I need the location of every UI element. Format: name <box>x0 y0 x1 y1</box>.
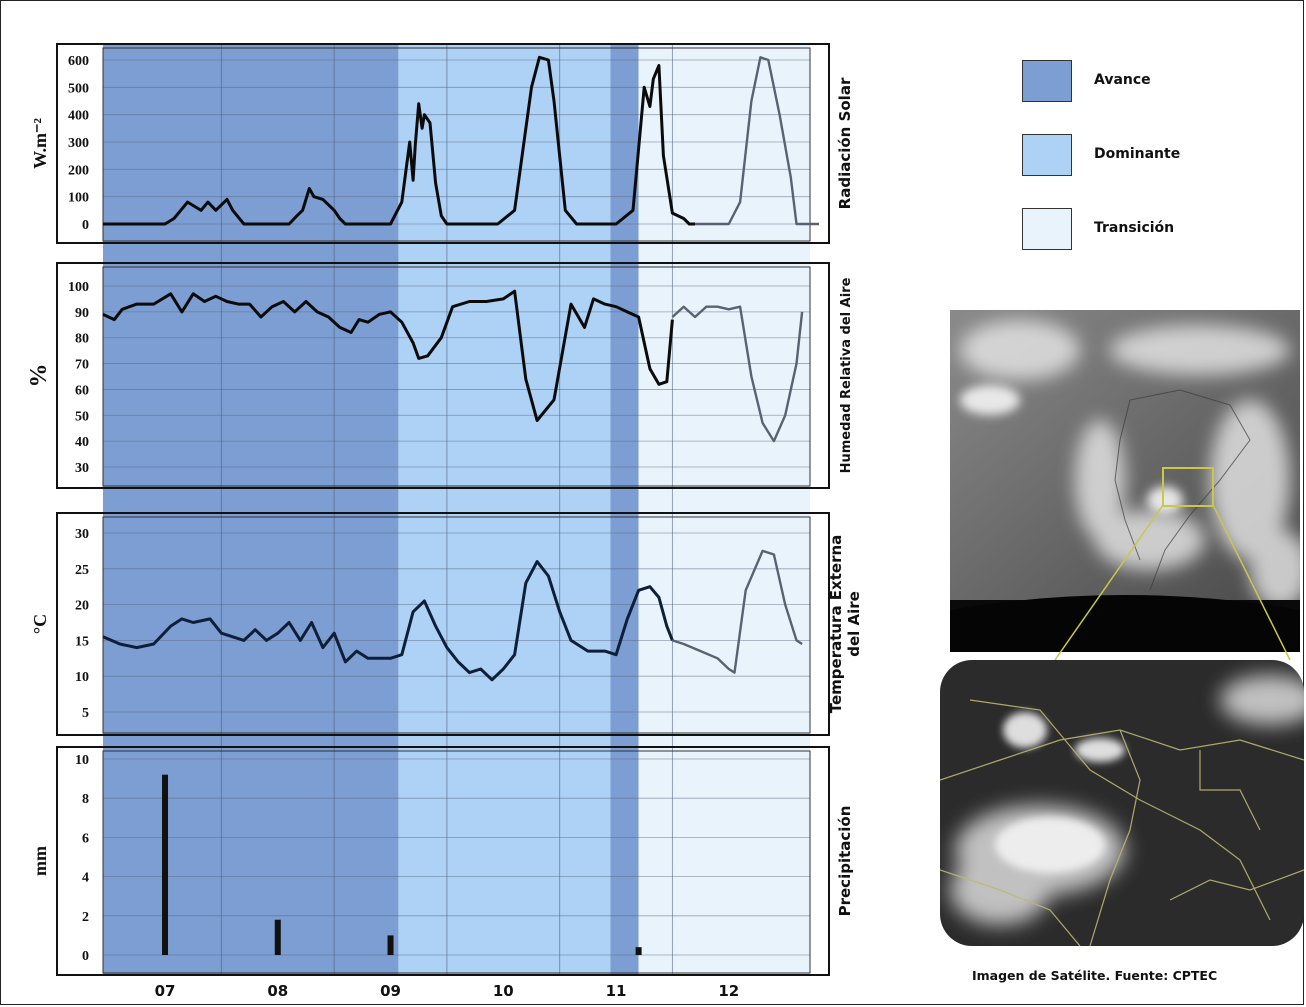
ytick-label-3-2: 4 <box>82 871 89 886</box>
ytick-label-0-4: 400 <box>68 109 89 124</box>
side-label-1-0: Humedad Relativa del Aire <box>839 277 854 473</box>
ytick-label-1-1: 40 <box>75 435 89 450</box>
ytick-label-0-3: 300 <box>68 136 89 151</box>
side-label-3-0: Precipitación <box>836 806 854 917</box>
xtick-label-3: 10 <box>493 982 514 1000</box>
panel-frame-0 <box>56 43 830 244</box>
satellite-caption: Imagen de Satélite. Fuente: CPTEC <box>972 968 1218 983</box>
legend-item-dominante: Dominante <box>1022 134 1282 182</box>
legend-item-transicion: Transición <box>1022 208 1282 256</box>
ytick-label-1-7: 100 <box>68 280 89 295</box>
panel-frame-3 <box>56 746 830 976</box>
legend-item-avance: Avance <box>1022 60 1282 108</box>
ytick-label-2-1: 10 <box>75 670 89 685</box>
ytick-label-2-5: 30 <box>75 527 89 542</box>
precip-bar-2 <box>387 935 394 955</box>
ytick-label-3-3: 6 <box>82 831 89 846</box>
precip-bar-1 <box>274 919 281 955</box>
panel-frame-1 <box>56 262 830 489</box>
ytick-label-0-6: 600 <box>68 54 89 69</box>
series-line-2-0 <box>102 560 674 682</box>
side-label-0-0: Radiación Solar <box>836 77 854 209</box>
ytick-label-2-4: 25 <box>75 563 89 578</box>
legend-label-transicion: Transición <box>1094 220 1175 236</box>
ytick-label-2-3: 20 <box>75 599 89 614</box>
phase-avance-1 <box>103 44 399 975</box>
ytick-label-3-5: 10 <box>75 753 89 768</box>
ytick-label-0-0: 0 <box>82 218 89 233</box>
ytick-label-1-5: 80 <box>75 332 89 347</box>
ytick-label-1-3: 60 <box>75 383 89 398</box>
xtick-label-5: 12 <box>718 982 739 1000</box>
ytick-label-1-0: 30 <box>75 461 89 476</box>
plot-frame-0 <box>102 47 811 242</box>
legend-label-avance: Avance <box>1094 72 1151 88</box>
legend-swatch-dominante <box>1022 134 1072 176</box>
ylabel-0: W.m⁻² <box>30 118 50 169</box>
legend-label-dominante: Dominante <box>1094 146 1181 162</box>
xtick-label-4: 11 <box>606 982 627 1000</box>
xtick-label-0: 07 <box>155 982 176 1000</box>
ytick-label-2-2: 15 <box>75 634 89 649</box>
ytick-label-3-4: 8 <box>82 792 89 807</box>
ylabel-2: °C <box>30 614 50 634</box>
series-line-1-1 <box>671 305 804 443</box>
phase-dominante <box>398 44 611 975</box>
panel-frame-2 <box>56 512 830 736</box>
ytick-label-0-5: 500 <box>68 81 89 96</box>
xtick-label-2: 09 <box>380 982 401 1000</box>
ytick-label-2-0: 5 <box>82 706 89 721</box>
series-line-0-1 <box>695 56 819 226</box>
side-label-2-1: del Aire <box>845 591 863 657</box>
ylabel-3: mm <box>30 846 50 876</box>
satellite-image-zoom <box>940 660 1304 946</box>
plot-frame-1 <box>102 266 811 487</box>
precip-bar-0 <box>162 774 169 955</box>
ytick-label-1-2: 50 <box>75 409 89 424</box>
ytick-label-3-1: 2 <box>82 910 89 925</box>
ytick-label-0-2: 200 <box>68 163 89 178</box>
plot-frame-3 <box>102 750 811 974</box>
legend-swatch-avance <box>1022 60 1072 102</box>
ylabel-1: % <box>26 364 52 388</box>
ytick-label-1-6: 90 <box>75 306 89 321</box>
satellite-image-overview <box>950 310 1300 652</box>
series-line-1-0 <box>102 289 674 422</box>
xtick-label-1: 08 <box>267 982 288 1000</box>
phase-transicion <box>638 44 810 975</box>
ytick-label-1-4: 70 <box>75 358 89 373</box>
ytick-label-3-0: 0 <box>82 949 89 964</box>
legend-swatch-transicion <box>1022 208 1072 250</box>
side-label-2-0: Temperatura Externa <box>827 535 845 714</box>
ytick-label-0-1: 100 <box>68 191 89 206</box>
series-line-2-1 <box>672 549 803 674</box>
series-line-0-0 <box>103 55 695 226</box>
precip-bar-3 <box>635 947 642 955</box>
plot-frame-2 <box>102 516 811 734</box>
